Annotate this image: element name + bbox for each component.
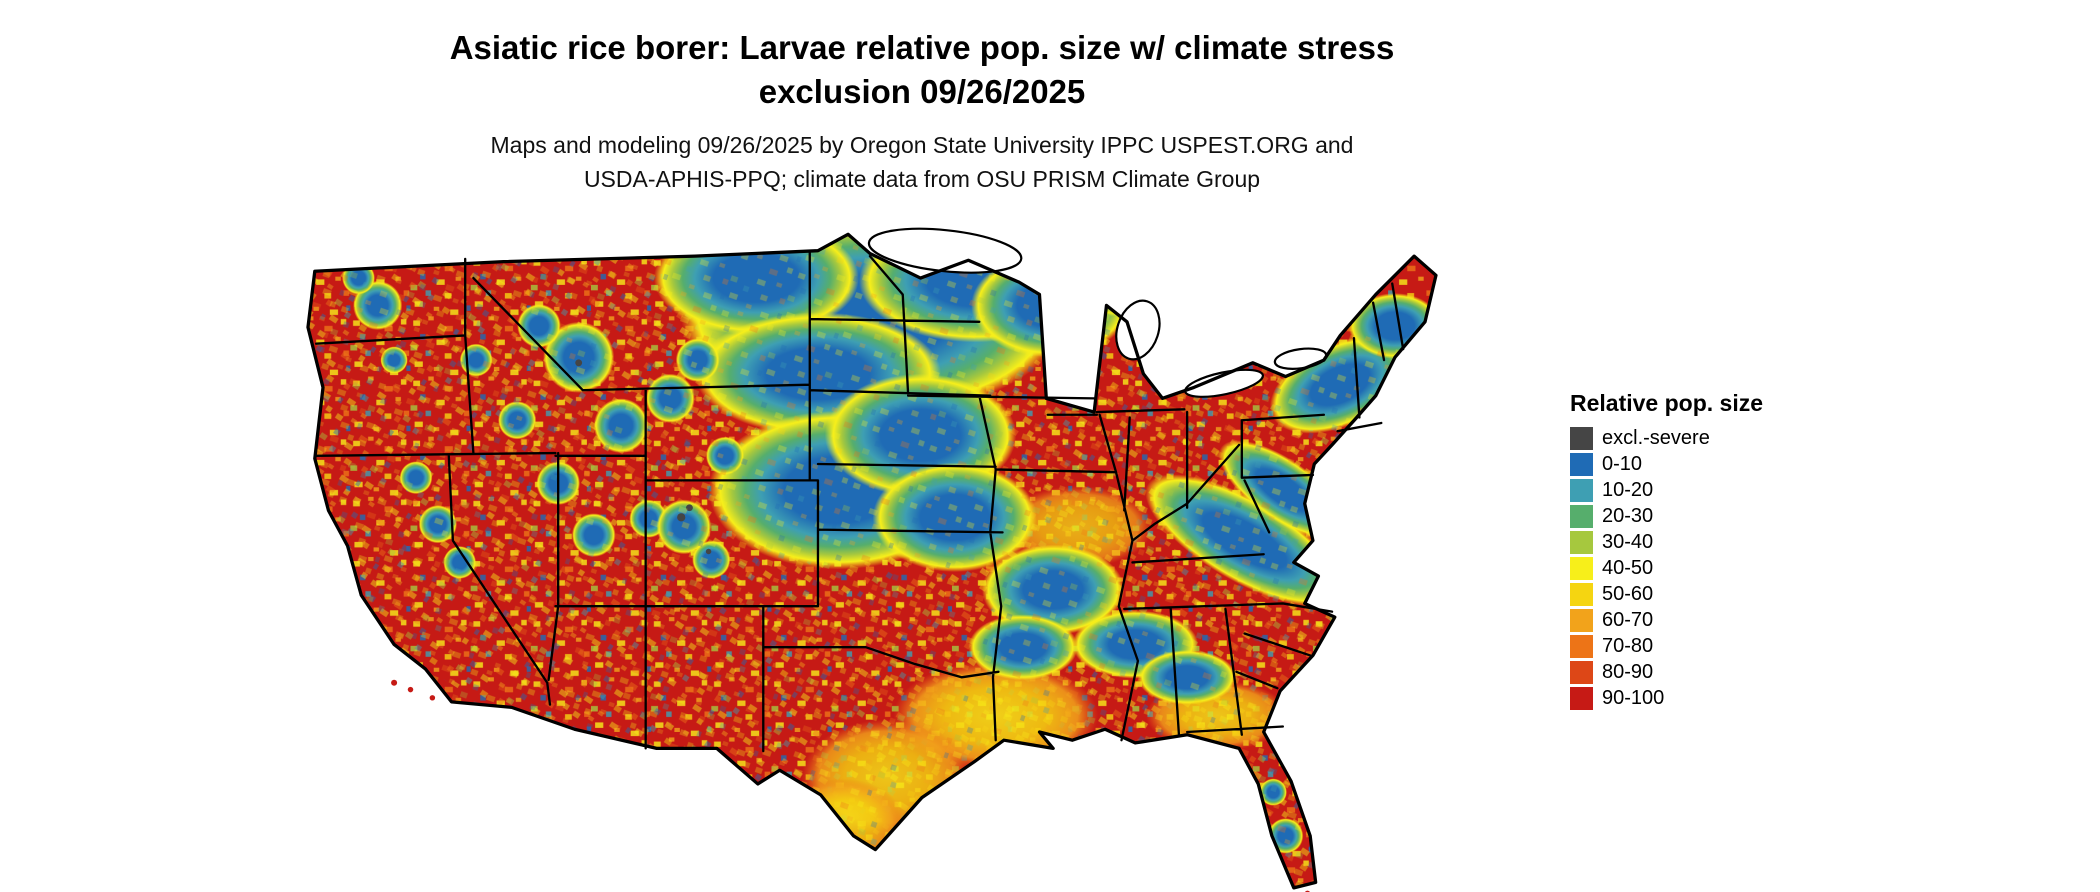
- legend-swatch: [1570, 505, 1593, 528]
- us-outline: [306, 232, 1438, 890]
- offshore-specks: [391, 679, 1310, 892]
- legend-swatch: [1570, 557, 1593, 580]
- map-title: Asiatic rice borer: Larvae relative pop.…: [0, 26, 1844, 114]
- legend-item: 80-90: [1570, 661, 1810, 684]
- legend-swatch: [1570, 661, 1593, 684]
- legend-label: 80-90: [1602, 661, 1654, 683]
- legend-label: 50-60: [1602, 583, 1654, 605]
- legend-swatch: [1570, 687, 1593, 710]
- lake-huron: [1115, 299, 1161, 361]
- legend-item: excl.-severe: [1570, 427, 1810, 450]
- us-map-svg: [306, 227, 1438, 892]
- legend-swatch: [1570, 531, 1593, 554]
- legend-label: 20-30: [1602, 505, 1654, 527]
- legend-swatch: [1570, 609, 1593, 632]
- state-borders: [314, 249, 1405, 753]
- legend-item: 70-80: [1570, 635, 1810, 658]
- legend: Relative pop. size excl.-severe 0-10 10-20…: [1570, 390, 1810, 713]
- legend-label: 10-20: [1602, 479, 1654, 501]
- map-subtitle-line2: USDA-APHIS-PPQ; climate data from OSU PR…: [583, 166, 1261, 192]
- legend-item: 20-30: [1570, 505, 1810, 528]
- conus-map: [230, 196, 1570, 892]
- legend-swatch: [1570, 635, 1593, 658]
- legend-swatch: [1570, 583, 1593, 606]
- legend-item: 10-20: [1570, 479, 1810, 502]
- map-subtitle-line1: Maps and modeling 09/26/2025 by Oregon S…: [490, 132, 1354, 158]
- legend-item: 60-70: [1570, 609, 1810, 632]
- legend-swatch: [1570, 479, 1593, 502]
- legend-label: 0-10: [1602, 453, 1643, 475]
- legend-swatch: [1570, 427, 1593, 450]
- map-subtitle: Maps and modeling 09/26/2025 by Oregon S…: [0, 128, 1844, 196]
- header: Asiatic rice borer: Larvae relative pop.…: [0, 26, 1844, 196]
- legend-item: 90-100: [1570, 687, 1810, 710]
- legend-label: 60-70: [1602, 609, 1654, 631]
- legend-item: 40-50: [1570, 557, 1810, 580]
- legend-title: Relative pop. size: [1570, 390, 1764, 416]
- legend-item: 30-40: [1570, 531, 1810, 554]
- legend-label: 70-80: [1602, 635, 1654, 657]
- map-title-line1: Asiatic rice borer: Larvae relative pop.…: [449, 29, 1395, 66]
- legend-item: 0-10: [1570, 453, 1810, 476]
- legend-label: excl.-severe: [1602, 427, 1710, 449]
- map-title-line2: exclusion 09/26/2025: [758, 73, 1086, 110]
- legend-label: 30-40: [1602, 531, 1654, 553]
- legend-item: 50-60: [1570, 583, 1810, 606]
- legend-label: 40-50: [1602, 557, 1654, 579]
- legend-label: 90-100: [1602, 687, 1665, 709]
- great-lakes: [867, 227, 1328, 398]
- legend-swatch: [1570, 453, 1593, 476]
- legend-rows: excl.-severe 0-10 10-20 20-30 30-40 40-50 50-6…: [1570, 427, 1810, 710]
